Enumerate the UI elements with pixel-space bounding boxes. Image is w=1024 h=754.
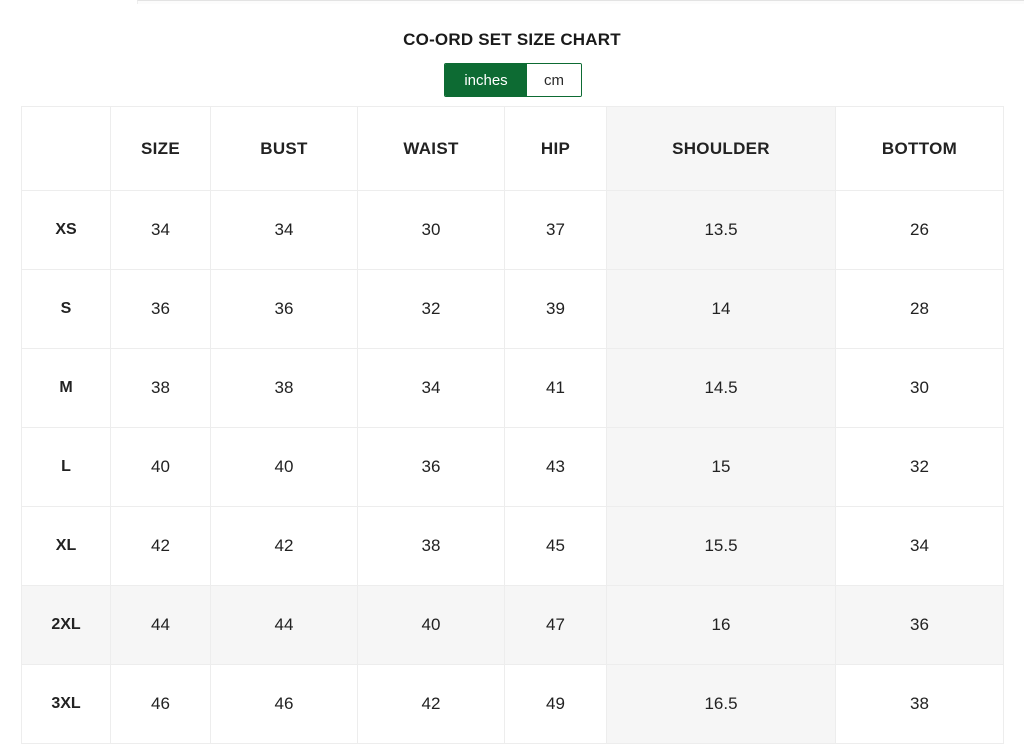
cell-hip: 45 [504, 506, 607, 586]
column-header-hip: HIP [504, 106, 607, 191]
table-row: XL 42 42 38 45 15.5 34 [21, 506, 1004, 586]
cell-bust: 34 [210, 190, 358, 270]
cell-size: 36 [110, 269, 211, 349]
table-row: XS 34 34 30 37 13.5 26 [21, 190, 1004, 270]
page-title: CO-ORD SET SIZE CHART [403, 30, 621, 49]
cell-size-label: 2XL [21, 585, 111, 665]
cell-shoulder: 15 [606, 427, 836, 507]
cell-bottom: 26 [835, 190, 1004, 270]
size-chart-table: SIZE BUST WAIST HIP SHOULDER BOTTOM XS 3… [21, 106, 1004, 744]
cell-shoulder: 15.5 [606, 506, 836, 586]
cell-bust: 42 [210, 506, 358, 586]
cell-waist: 34 [357, 348, 505, 428]
column-header-size: SIZE [110, 106, 211, 191]
cell-hip: 43 [504, 427, 607, 507]
cell-waist: 38 [357, 506, 505, 586]
cell-bust: 38 [210, 348, 358, 428]
cell-size-label: XS [21, 190, 111, 270]
cell-size-label: 3XL [21, 664, 111, 744]
column-header-blank [21, 106, 111, 191]
top-panel-edge [137, 0, 1024, 4]
column-header-bust: BUST [210, 106, 358, 191]
cell-hip: 37 [504, 190, 607, 270]
cell-waist: 36 [357, 427, 505, 507]
cell-size: 38 [110, 348, 211, 428]
cell-bottom: 30 [835, 348, 1004, 428]
cell-shoulder: 13.5 [606, 190, 836, 270]
cell-hip: 39 [504, 269, 607, 349]
cell-size-label: XL [21, 506, 111, 586]
cell-size-label: M [21, 348, 111, 428]
table-row: 2XL 44 44 40 47 16 36 [21, 585, 1004, 665]
unit-toggle-inches[interactable]: inches [445, 64, 527, 96]
table-row: M 38 38 34 41 14.5 30 [21, 348, 1004, 428]
cell-waist: 40 [357, 585, 505, 665]
cell-shoulder: 14 [606, 269, 836, 349]
table-row: L 40 40 36 43 15 32 [21, 427, 1004, 507]
cell-size: 44 [110, 585, 211, 665]
cell-bottom: 28 [835, 269, 1004, 349]
cell-size-label: S [21, 269, 111, 349]
table-row: S 36 36 32 39 14 28 [21, 269, 1004, 349]
cell-size: 42 [110, 506, 211, 586]
table-header-row: SIZE BUST WAIST HIP SHOULDER BOTTOM [21, 106, 1004, 191]
cell-shoulder: 16.5 [606, 664, 836, 744]
column-header-shoulder: SHOULDER [606, 106, 836, 191]
cell-bust: 40 [210, 427, 358, 507]
column-header-bottom: BOTTOM [835, 106, 1004, 191]
cell-waist: 30 [357, 190, 505, 270]
cell-hip: 49 [504, 664, 607, 744]
cell-size-label: L [21, 427, 111, 507]
unit-toggle-group[interactable]: inches cm [444, 63, 582, 97]
cell-bust: 36 [210, 269, 358, 349]
cell-bust: 44 [210, 585, 358, 665]
cell-bottom: 36 [835, 585, 1004, 665]
cell-size: 46 [110, 664, 211, 744]
cell-hip: 47 [504, 585, 607, 665]
cell-shoulder: 16 [606, 585, 836, 665]
cell-bottom: 34 [835, 506, 1004, 586]
cell-waist: 42 [357, 664, 505, 744]
unit-toggle-cm[interactable]: cm [527, 64, 581, 96]
cell-size: 34 [110, 190, 211, 270]
cell-hip: 41 [504, 348, 607, 428]
cell-shoulder: 14.5 [606, 348, 836, 428]
cell-bust: 46 [210, 664, 358, 744]
table-row: 3XL 46 46 42 49 16.5 38 [21, 664, 1004, 744]
column-header-waist: WAIST [357, 106, 505, 191]
cell-bottom: 32 [835, 427, 1004, 507]
cell-size: 40 [110, 427, 211, 507]
cell-bottom: 38 [835, 664, 1004, 744]
cell-waist: 32 [357, 269, 505, 349]
